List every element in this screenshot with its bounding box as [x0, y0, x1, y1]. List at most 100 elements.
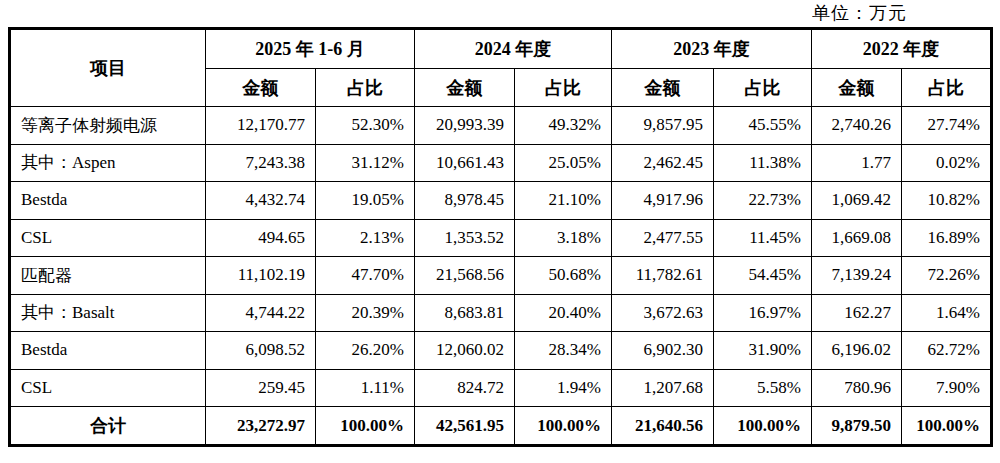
amount-cell: 11,782.61 — [612, 257, 714, 295]
amount-cell: 2,477.55 — [612, 219, 714, 257]
item-header-cell: 项目 — [10, 29, 206, 107]
amount-cell: 1,353.52 — [415, 219, 515, 257]
period-header-2024: 2024 年度 — [415, 29, 612, 69]
period-header-row: 项目 2025 年 1-6 月 2024 年度 2023 年度 2022 年度 — [10, 29, 992, 69]
amount-cell: 42,561.95 — [415, 407, 515, 446]
item-label-cell: Bestda — [10, 182, 206, 220]
ratio-cell: 11.45% — [714, 219, 812, 257]
ratio-cell: 26.20% — [316, 332, 415, 370]
amount-cell: 2,462.45 — [612, 144, 714, 182]
amount-cell: 780.96 — [812, 369, 902, 407]
amount-cell: 4,744.22 — [206, 294, 316, 332]
item-label-cell: 其中：Aspen — [10, 144, 206, 182]
table-row: CSL259.451.11%824.721.94%1,207.685.58%78… — [10, 369, 992, 407]
total-row: 合计23,272.97100.00%42,561.95100.00%21,640… — [10, 407, 992, 446]
amount-cell: 9,857.95 — [612, 107, 714, 145]
item-label-cell: CSL — [10, 219, 206, 257]
ratio-cell: 16.89% — [902, 219, 992, 257]
item-label-cell: 匹配器 — [10, 257, 206, 295]
table-header: 项目 2025 年 1-6 月 2024 年度 2023 年度 2022 年度 … — [10, 29, 992, 107]
amount-cell: 9,879.50 — [812, 407, 902, 446]
ratio-cell: 100.00% — [902, 407, 992, 446]
amount-cell: 6,902.30 — [612, 332, 714, 370]
item-label-cell: 合计 — [10, 407, 206, 446]
table-row: Bestda4,432.7419.05%8,978.4521.10%4,917.… — [10, 182, 992, 220]
ratio-cell: 100.00% — [316, 407, 415, 446]
table-body: 等离子体射频电源12,170.7752.30%20,993.3949.32%9,… — [10, 107, 992, 446]
ratio-cell: 10.82% — [902, 182, 992, 220]
amount-cell: 8,683.81 — [415, 294, 515, 332]
amount-cell: 494.65 — [206, 219, 316, 257]
ratio-cell: 7.90% — [902, 369, 992, 407]
ratio-cell: 100.00% — [515, 407, 612, 446]
ratio-cell: 20.39% — [316, 294, 415, 332]
amount-cell: 12,060.02 — [415, 332, 515, 370]
amount-cell: 12,170.77 — [206, 107, 316, 145]
ratio-cell: 54.45% — [714, 257, 812, 295]
amount-cell: 6,196.02 — [812, 332, 902, 370]
ratio-cell: 1.64% — [902, 294, 992, 332]
amount-cell: 7,243.38 — [206, 144, 316, 182]
ratio-cell: 1.11% — [316, 369, 415, 407]
ratio-cell: 19.05% — [316, 182, 415, 220]
amount-cell: 2,740.26 — [812, 107, 902, 145]
ratio-cell: 52.30% — [316, 107, 415, 145]
period-header-2023: 2023 年度 — [612, 29, 812, 69]
amount-header: 金额 — [612, 69, 714, 107]
amount-header: 金额 — [415, 69, 515, 107]
ratio-cell: 49.32% — [515, 107, 612, 145]
ratio-cell: 20.40% — [515, 294, 612, 332]
ratio-header: 占比 — [714, 69, 812, 107]
amount-cell: 4,432.74 — [206, 182, 316, 220]
ratio-cell: 28.34% — [515, 332, 612, 370]
ratio-cell: 47.70% — [316, 257, 415, 295]
amount-cell: 8,978.45 — [415, 182, 515, 220]
item-label-cell: 等离子体射频电源 — [10, 107, 206, 145]
ratio-cell: 100.00% — [714, 407, 812, 446]
ratio-cell: 25.05% — [515, 144, 612, 182]
amount-cell: 824.72 — [415, 369, 515, 407]
ratio-cell: 16.97% — [714, 294, 812, 332]
ratio-cell: 21.10% — [515, 182, 612, 220]
table-row: CSL494.652.13%1,353.523.18%2,477.5511.45… — [10, 219, 992, 257]
ratio-cell: 11.38% — [714, 144, 812, 182]
amount-cell: 1,669.08 — [812, 219, 902, 257]
amount-cell: 11,102.19 — [206, 257, 316, 295]
ratio-cell: 0.02% — [902, 144, 992, 182]
table-row: 其中：Basalt4,744.2220.39%8,683.8120.40%3,6… — [10, 294, 992, 332]
table-row: 等离子体射频电源12,170.7752.30%20,993.3949.32%9,… — [10, 107, 992, 145]
table-row: 其中：Aspen7,243.3831.12%10,661.4325.05%2,4… — [10, 144, 992, 182]
amount-cell: 21,640.56 — [612, 407, 714, 446]
ratio-cell: 72.26% — [902, 257, 992, 295]
ratio-header: 占比 — [902, 69, 992, 107]
amount-cell: 7,139.24 — [812, 257, 902, 295]
ratio-cell: 31.90% — [714, 332, 812, 370]
table-row: Bestda6,098.5226.20%12,060.0228.34%6,902… — [10, 332, 992, 370]
period-header-2025: 2025 年 1-6 月 — [206, 29, 415, 69]
amount-cell: 1.77 — [812, 144, 902, 182]
amount-cell: 6,098.52 — [206, 332, 316, 370]
amount-cell: 23,272.97 — [206, 407, 316, 446]
ratio-cell: 50.68% — [515, 257, 612, 295]
amount-cell: 10,661.43 — [415, 144, 515, 182]
item-label-cell: CSL — [10, 369, 206, 407]
amount-cell: 259.45 — [206, 369, 316, 407]
ratio-cell: 45.55% — [714, 107, 812, 145]
ratio-header: 占比 — [316, 69, 415, 107]
amount-cell: 162.27 — [812, 294, 902, 332]
unit-label: 单位：万元 — [812, 1, 907, 25]
ratio-cell: 3.18% — [515, 219, 612, 257]
period-header-2022: 2022 年度 — [812, 29, 992, 69]
amount-header: 金额 — [812, 69, 902, 107]
ratio-cell: 5.58% — [714, 369, 812, 407]
ratio-header: 占比 — [515, 69, 612, 107]
ratio-cell: 27.74% — [902, 107, 992, 145]
amount-cell: 4,917.96 — [612, 182, 714, 220]
financial-table: 项目 2025 年 1-6 月 2024 年度 2023 年度 2022 年度 … — [8, 27, 993, 447]
ratio-cell: 1.94% — [515, 369, 612, 407]
amount-cell: 1,207.68 — [612, 369, 714, 407]
amount-cell: 20,993.39 — [415, 107, 515, 145]
amount-cell: 3,672.63 — [612, 294, 714, 332]
page: 单位：万元 项目 2025 年 1-6 月 2024 年度 2023 年度 20… — [0, 0, 1000, 463]
ratio-cell: 22.73% — [714, 182, 812, 220]
